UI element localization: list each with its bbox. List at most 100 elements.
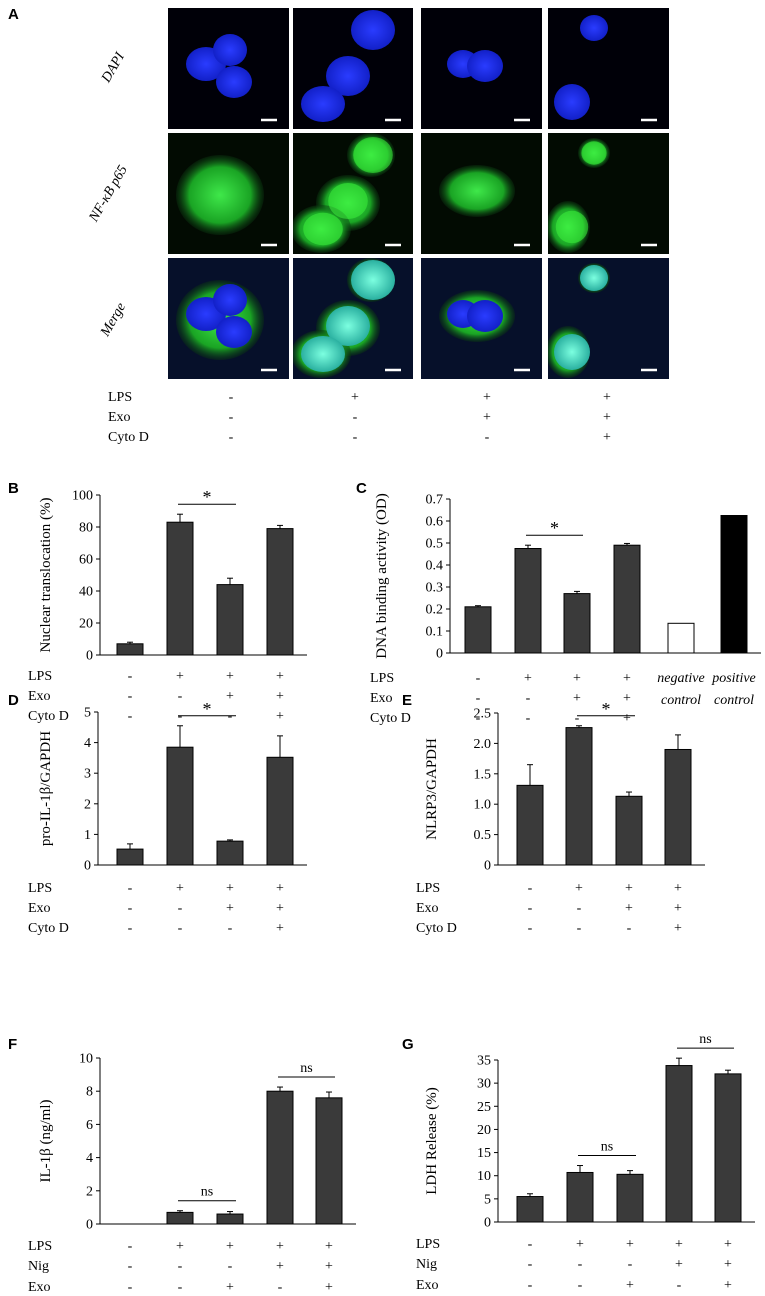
- condition-sign: +: [276, 1239, 284, 1254]
- y-tick-label: 0: [86, 649, 93, 664]
- condition-sign: -: [577, 921, 582, 936]
- bar: [514, 548, 542, 654]
- y-tick-label: 6: [86, 1118, 93, 1133]
- condition-sign: -: [128, 901, 133, 916]
- panel-a-condition-sign: -: [352, 430, 358, 445]
- panel-letter-e: E: [402, 692, 413, 709]
- y-tick-label: 0.7: [426, 493, 444, 508]
- y-tick-label: 0.4: [426, 559, 444, 574]
- condition-sign: -: [228, 1259, 233, 1274]
- condition-label: Cyto D: [28, 921, 69, 936]
- bar: [166, 746, 194, 866]
- panel-a-condition-sign: -: [484, 430, 490, 445]
- condition-sign: +: [276, 1259, 284, 1274]
- condition-sign: -: [528, 921, 533, 936]
- bar: [266, 1090, 294, 1225]
- bar: [616, 1173, 644, 1223]
- significance-label: ns: [201, 1185, 213, 1200]
- condition-label: Cyto D: [416, 921, 457, 936]
- row-label-merge: Merge: [98, 300, 130, 340]
- chart-f: 0 2 4 6 8 10 IL-1β (ng/ml) ns ns LPS - + + + + Nig - - - + +…: [28, 1052, 356, 1295]
- control-label: control: [714, 693, 754, 708]
- y-axis-label: Nuclear translocation (%): [38, 498, 54, 653]
- condition-label: Exo: [28, 689, 51, 704]
- micrograph-nfkb-1: [168, 133, 289, 254]
- y-axis-label: DNA binding activity (OD): [374, 493, 390, 658]
- micrograph-dapi-2: [293, 8, 413, 129]
- y-tick-label: 80: [79, 521, 93, 536]
- y-tick-label: 10: [79, 1052, 93, 1067]
- bar: [720, 515, 748, 654]
- chart-d: 0 1 2 3 4 5 pro-IL-1β/GAPDH * LPS - + + + Exo - - + + Cyto…: [28, 699, 307, 936]
- condition-sign: -: [128, 881, 133, 896]
- y-tick-label: 100: [72, 489, 93, 504]
- significance-label: ns: [699, 1032, 711, 1047]
- y-tick-label: 30: [477, 1077, 491, 1092]
- y-tick-label: 0: [436, 647, 443, 662]
- condition-sign: -: [677, 1278, 682, 1293]
- micrograph-dapi-4: [548, 8, 669, 129]
- condition-label: LPS: [416, 1237, 440, 1252]
- y-tick-label: 1: [84, 828, 91, 843]
- y-tick-label: 10: [477, 1169, 491, 1184]
- bar: [664, 748, 692, 866]
- micrograph-merge-3: [421, 258, 542, 379]
- condition-sign: -: [628, 1257, 633, 1272]
- condition-sign: +: [226, 1239, 234, 1254]
- condition-sign: +: [724, 1257, 732, 1272]
- condition-sign: -: [128, 1280, 133, 1295]
- y-tick-label: 0.5: [426, 537, 444, 552]
- significance-label: *: [203, 699, 212, 719]
- panel-letter-c: C: [356, 480, 367, 497]
- significance-label: ns: [300, 1061, 312, 1076]
- y-tick-label: 2: [84, 797, 91, 812]
- condition-sign: +: [575, 881, 583, 896]
- bar: [464, 606, 492, 654]
- condition-sign: +: [325, 1239, 333, 1254]
- y-tick-label: 5: [484, 1192, 491, 1207]
- condition-sign: -: [178, 709, 183, 724]
- panel-a-condition-sign: +: [603, 410, 611, 425]
- condition-sign: +: [675, 1237, 683, 1252]
- condition-sign: -: [528, 881, 533, 896]
- bar: [216, 584, 244, 656]
- condition-sign: -: [627, 921, 632, 936]
- y-tick-label: 0: [484, 1216, 491, 1231]
- bar: [216, 840, 244, 866]
- bar: [565, 727, 593, 866]
- chart-g: 0 5 10 15 20 25 30 35 LDH Release (%) ns ns LPS - + + +…: [416, 1032, 755, 1293]
- panel-letter-f: F: [8, 1036, 18, 1053]
- significance-label: *: [602, 699, 611, 719]
- condition-sign: +: [325, 1280, 333, 1295]
- condition-sign: -: [128, 921, 133, 936]
- bar: [516, 1196, 544, 1223]
- bar: [266, 756, 294, 866]
- condition-sign: +: [276, 901, 284, 916]
- condition-sign: +: [276, 921, 284, 936]
- micrograph-nfkb-4: [548, 133, 669, 254]
- control-label: positive: [711, 671, 756, 686]
- condition-sign: +: [226, 689, 234, 704]
- condition-sign: -: [178, 901, 183, 916]
- chart-c: 0 0.1 0.2 0.3 0.4 0.5 0.6 0.7 DNA binding activi…: [370, 493, 761, 726]
- condition-sign: +: [573, 691, 581, 706]
- condition-sign: +: [625, 881, 633, 896]
- condition-sign: +: [524, 671, 532, 686]
- condition-sign: -: [278, 1280, 283, 1295]
- significance-label: ns: [601, 1140, 613, 1155]
- bar: [166, 1211, 194, 1225]
- y-tick-label: 3: [84, 767, 91, 782]
- chart-b: 0 20 40 60 80 100 Nuclear translocation (%) * LP…: [28, 487, 307, 724]
- row-label-nfkb: NF-κB p65: [86, 163, 131, 225]
- bar: [116, 643, 144, 656]
- panel-letter-d: D: [8, 692, 19, 709]
- condition-sign: +: [226, 1280, 234, 1295]
- condition-sign: +: [176, 669, 184, 684]
- panel-a-condition-sign: -: [228, 390, 234, 405]
- y-tick-label: 0: [86, 1218, 93, 1233]
- y-tick-label: 0.6: [426, 515, 444, 530]
- panel-letter-b: B: [8, 480, 19, 497]
- y-tick-label: 20: [477, 1123, 491, 1138]
- condition-sign: +: [625, 901, 633, 916]
- y-axis-label: LDH Release (%): [424, 1087, 440, 1194]
